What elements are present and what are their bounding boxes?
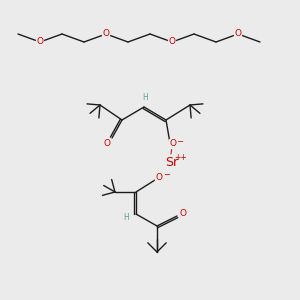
Text: O: O bbox=[103, 29, 110, 38]
Text: H: H bbox=[123, 214, 129, 223]
Text: Sr: Sr bbox=[165, 155, 178, 169]
Text: O: O bbox=[169, 38, 176, 46]
Text: O: O bbox=[169, 140, 176, 148]
Text: O: O bbox=[103, 139, 110, 148]
Text: ++: ++ bbox=[175, 154, 188, 163]
Text: O: O bbox=[155, 173, 163, 182]
Text: O: O bbox=[235, 29, 242, 38]
Text: O: O bbox=[37, 38, 44, 46]
Text: O: O bbox=[179, 209, 187, 218]
Text: H: H bbox=[142, 94, 148, 103]
Text: −: − bbox=[176, 137, 184, 146]
Text: −: − bbox=[164, 170, 170, 179]
